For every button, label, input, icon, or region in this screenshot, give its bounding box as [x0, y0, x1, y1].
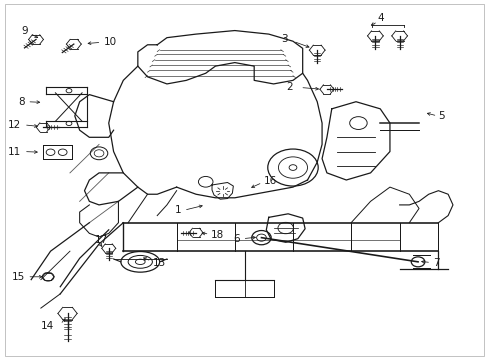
Text: 1: 1 — [175, 205, 181, 215]
Text: 11: 11 — [8, 147, 21, 157]
Text: 5: 5 — [438, 111, 444, 121]
Text: 14: 14 — [41, 321, 54, 331]
Text: 10: 10 — [103, 37, 117, 47]
Text: 12: 12 — [8, 120, 21, 130]
Text: 13: 13 — [152, 257, 165, 267]
Text: 18: 18 — [210, 230, 224, 240]
Text: 7: 7 — [433, 257, 439, 267]
Text: 17: 17 — [95, 235, 108, 246]
Text: 15: 15 — [12, 272, 25, 282]
Text: 2: 2 — [286, 82, 292, 93]
Text: 6: 6 — [233, 234, 239, 244]
Text: 4: 4 — [376, 13, 383, 23]
Text: 8: 8 — [19, 97, 25, 107]
Text: 3: 3 — [281, 35, 287, 44]
Text: 9: 9 — [21, 26, 28, 36]
Text: 16: 16 — [264, 176, 277, 186]
